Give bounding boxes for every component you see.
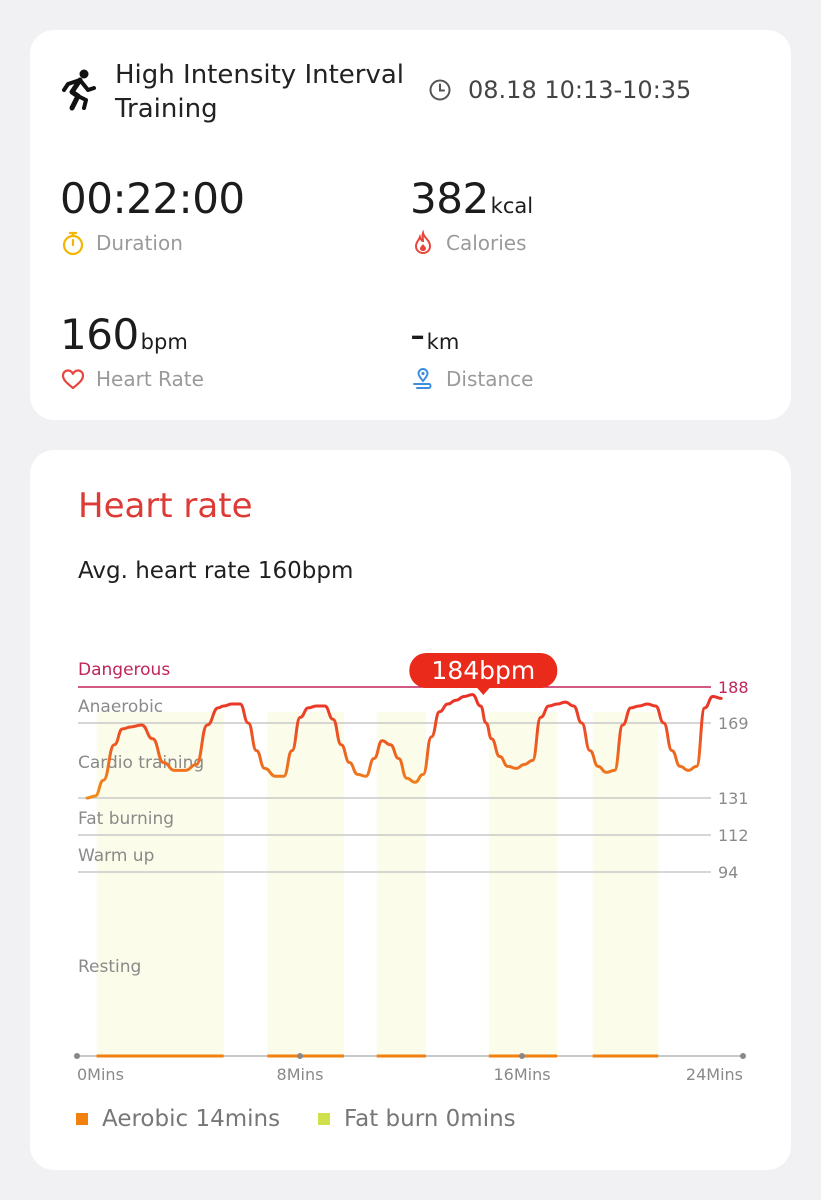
aerobic-band-2 [376,712,426,1056]
distance-value: - [410,310,425,359]
heart-rate-title: Heart rate [78,486,253,526]
peak-tooltip-pointer [476,687,491,695]
heart-rate-metric: 160bpm Heart Rate [60,312,204,392]
average-heart-rate: Avg. heart rate 160bpm [78,558,354,584]
duration-metric: 00:22:00 Duration [60,176,245,256]
zone-value-0: 188 [718,678,749,697]
time-range: 08.18 10:13-10:35 [428,76,691,104]
zone-label-5: Resting [78,957,141,977]
aerobic-band-3 [488,712,558,1056]
flame-icon [414,230,432,255]
x-tick-dot-2 [519,1053,525,1059]
aerobic-band-4 [592,712,659,1056]
distance-unit: km [426,330,460,354]
x-tick-dot-3 [740,1053,746,1059]
calories-label: Calories [446,231,527,255]
duration-value: 00:22:00 [60,174,245,223]
aerobic-swatch [76,1113,88,1125]
zone-label-1: Anaerobic [78,697,163,717]
location-route-icon [413,367,432,389]
stopwatch-icon [62,231,84,256]
activity-title: High Intensity Interval Training [115,60,405,124]
legend-fat-burn-label: Fat burn 0mins [344,1106,516,1132]
distance-metric: -km Distance [410,312,533,392]
zone-label-4: Warm up [78,846,154,866]
heart-rate-card: Heart rate Avg. heart rate 160bpm Danger… [30,450,791,1170]
fat-burn-swatch [318,1113,330,1125]
legend-aerobic-label: Aerobic 14mins [102,1106,281,1132]
heart-icon [61,369,85,390]
zone-label-0: Dangerous [78,660,170,680]
peak-tooltip-label: 184bpm [431,656,535,685]
time-range-text: 08.18 10:13-10:35 [468,76,692,104]
duration-label: Duration [96,231,183,255]
zone-label-3: Fat burning [78,809,174,829]
legend-fat-burn: Fat burn 0mins [318,1106,516,1132]
aerobic-band-0 [96,712,224,1056]
zone-value-2: 131 [718,789,749,808]
aerobic-band-1 [267,712,344,1056]
zone-value-4: 94 [718,863,738,882]
calories-value: 382 [410,174,489,223]
running-figure-icon [58,68,98,112]
legend-aerobic: Aerobic 14mins [76,1106,280,1132]
calories-unit: kcal [490,194,534,218]
x-tick-dot-0 [74,1053,80,1059]
calories-metric: 382kcal Calories [410,176,533,256]
distance-label: Distance [446,367,534,391]
heart-rate-unit: bpm [140,330,188,354]
x-tick-label-3: 24Mins [686,1065,743,1084]
x-tick-dot-1 [297,1053,303,1059]
zone-value-3: 112 [718,826,749,845]
clock-icon [429,79,451,101]
x-tick-label-2: 16Mins [493,1065,550,1084]
peak-tooltip-bubble [409,653,558,688]
heart-rate-value: 160 [60,310,139,359]
x-tick-label-1: 8Mins [277,1065,324,1084]
heart-rate-label: Heart Rate [96,367,204,391]
workout-summary-card: High Intensity Interval Training 08.18 1… [30,30,791,420]
zone-value-1: 169 [718,714,749,733]
x-tick-label-0: 0Mins [77,1065,124,1084]
heart-rate-series-line [85,693,723,800]
